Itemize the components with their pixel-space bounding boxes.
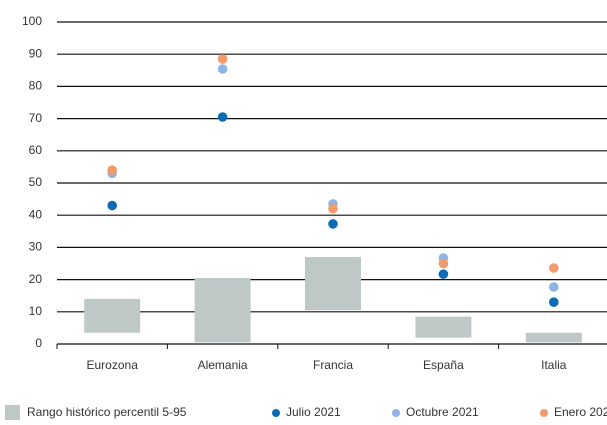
y-tick-label: 30: [29, 240, 43, 254]
dot: [328, 219, 338, 229]
dot: [549, 263, 559, 273]
x-tick-label: Italia: [541, 358, 567, 372]
dot: [217, 112, 228, 122]
y-tick-label: 70: [29, 111, 43, 125]
legend-label: Octubre 2021: [406, 405, 479, 419]
legend-label: Enero 2022: [554, 405, 607, 419]
y-tick-label: 60: [29, 143, 43, 157]
x-tick-label: Francia: [313, 358, 353, 372]
x-tick-label: Alemania: [198, 358, 248, 372]
legend-swatch: [392, 409, 400, 417]
range-bar: [415, 316, 472, 338]
range-bar: [194, 277, 251, 343]
legend-label: Rango histórico percentil 5-95: [27, 405, 187, 419]
dot: [549, 282, 559, 292]
y-tick-label: 0: [35, 336, 42, 350]
y-tick-label: 90: [29, 46, 43, 60]
dot: [217, 64, 228, 74]
dot: [107, 165, 117, 175]
y-tick-label: 20: [29, 272, 43, 286]
y-tick-label: 40: [29, 207, 43, 221]
dot: [107, 200, 117, 211]
y-tick-label: 80: [29, 79, 43, 93]
dot: [438, 258, 449, 269]
x-tick-label: España: [423, 358, 464, 372]
x-tick-label: Eurozona: [87, 358, 139, 372]
dot: [328, 203, 338, 214]
legend-label: Julio 2021: [286, 405, 341, 419]
range-bar: [525, 332, 582, 343]
y-tick-label: 100: [22, 14, 42, 28]
range-bar: [84, 298, 141, 333]
y-tick-label: 10: [29, 304, 43, 318]
legend-swatch: [5, 405, 20, 420]
dot: [217, 54, 228, 64]
range-bar: [305, 257, 361, 311]
legend-swatch: [540, 409, 548, 417]
y-tick-label: 50: [29, 175, 43, 189]
dot: [549, 297, 559, 307]
dot: [438, 269, 449, 279]
legend-swatch: [272, 409, 280, 417]
